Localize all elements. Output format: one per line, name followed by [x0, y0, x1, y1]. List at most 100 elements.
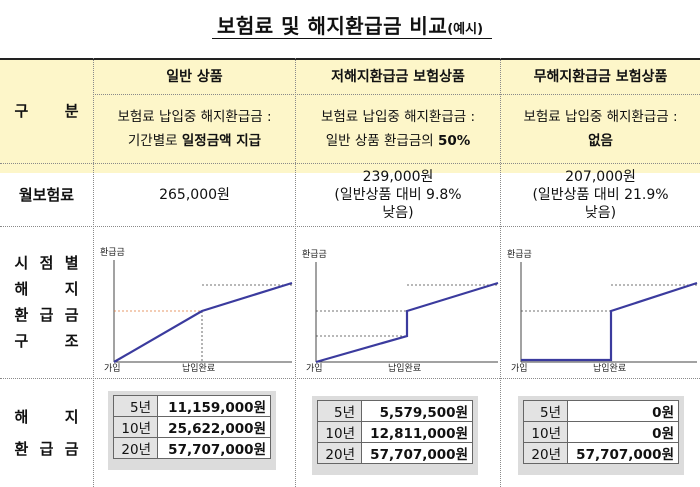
- label-char: 환: [14, 439, 29, 458]
- chart-y-label: 환급금: [302, 248, 327, 260]
- amount-cell: 5,579,500원: [361, 400, 473, 422]
- refund-table-no-refund: 5년 0원 10년 0원 20년 57,707,000원: [523, 400, 679, 464]
- amount-cell: 11,159,000원: [157, 395, 271, 417]
- period-cell: 20년: [523, 442, 568, 464]
- divider: [295, 58, 296, 487]
- table-row: 20년 57,707,000원: [113, 437, 271, 459]
- label-char: 급: [39, 306, 54, 324]
- premium-low-refund: 239,000원 (일반상품 대비 9.8% 낮음): [296, 163, 500, 226]
- desc-bold: 일정금액 지급: [181, 132, 262, 149]
- amount-cell: 12,811,000원: [361, 421, 473, 443]
- premium-line: 낮음): [382, 204, 414, 221]
- premium-line: 265,000원: [159, 186, 230, 203]
- premium-general: 265,000원: [94, 163, 295, 226]
- header-no-refund: 무해지환급금 보험상품: [533, 69, 668, 85]
- refund-table-low-refund: 5년 5,579,500원 10년 12,811,000원 20년 57,707,00…: [317, 400, 473, 464]
- chart-general-svg: 환급금 가입 납입완료: [100, 246, 293, 374]
- desc-line: 보험료 납입중 해지환급금 :: [523, 108, 678, 125]
- desc-no-refund: 보험료 납입중 해지환급금 : 없음: [501, 94, 700, 163]
- label-char: 금: [64, 439, 79, 458]
- desc-line: 보험료 납입중 해지환급금 :: [117, 108, 272, 125]
- label-char: 구: [14, 102, 29, 120]
- amount-cell: 0원: [567, 400, 679, 422]
- chart-x-end: 납입완료: [593, 362, 626, 374]
- divider: [0, 163, 700, 164]
- label-char: 조: [64, 332, 79, 350]
- label-char: 별: [64, 254, 79, 272]
- table-row: 5년 5,579,500원: [317, 400, 473, 422]
- table-row: 10년 0원: [523, 421, 679, 443]
- divider: [93, 94, 700, 95]
- premium-no-refund: 207,000원 (일반상품 대비 21.9% 낮음): [501, 163, 700, 226]
- period-cell: 20년: [317, 442, 362, 464]
- refund-curve: [521, 281, 698, 362]
- period-cell: 10년: [523, 421, 568, 443]
- period-cell: 10년: [317, 421, 362, 443]
- title-sub: (예시): [447, 22, 484, 37]
- desc-bold: 없음: [588, 132, 613, 149]
- divider: [93, 58, 94, 487]
- divider: [500, 58, 501, 487]
- amount-cell: 0원: [567, 421, 679, 443]
- refund-curve: [315, 281, 499, 364]
- document-title: 보험료 및 해지환급금 비교(예시): [0, 10, 700, 39]
- chart-x-end: 납입완료: [388, 362, 421, 374]
- desc-general: 보험료 납입중 해지환급금 : 기간별로 일정금액 지급: [94, 94, 295, 163]
- premium-line: 207,000원: [565, 168, 636, 185]
- chart-low-refund-svg: 환급금 가입 납입완료: [302, 248, 499, 374]
- chart-x-start: 가입: [306, 362, 323, 374]
- chart-no-refund: 환급금 가입 납입완료: [507, 236, 700, 375]
- desc-plain: 기간별로: [127, 132, 182, 149]
- label-char: 환: [14, 306, 29, 324]
- chart-general: 환급금 가입 납입완료: [100, 236, 295, 375]
- amount-cell: 57,707,000원: [361, 442, 473, 464]
- chart-x-start: 가입: [104, 362, 121, 374]
- desc-plain: 일반 상품 환급금의: [325, 132, 438, 149]
- title-main: 보험료 및 해지환급금 비교: [216, 14, 448, 38]
- table-row: 10년 25,622,000원: [113, 416, 271, 438]
- chart-x-start: 가입: [511, 362, 528, 374]
- divider: [0, 378, 700, 379]
- header-general: 일반 상품: [166, 69, 223, 85]
- table-row: 5년 11,159,000원: [113, 395, 271, 417]
- label-char: 해: [14, 280, 29, 298]
- table-row: 20년 57,707,000원: [523, 442, 679, 464]
- header-low-refund: 저해지환급금 보험상품: [331, 69, 465, 85]
- label-char: 지: [64, 407, 79, 426]
- table-row: 5년 0원: [523, 400, 679, 422]
- period-cell: 20년: [113, 437, 158, 459]
- refund-curve: [113, 281, 293, 363]
- label-char: 급: [39, 439, 54, 458]
- label-char: 점: [39, 254, 54, 272]
- label-char: 구: [14, 332, 29, 350]
- label-char: 지: [64, 280, 79, 298]
- table-row: 20년 57,707,000원: [317, 442, 473, 464]
- desc-line: 보험료 납입중 해지환급금 :: [320, 108, 476, 125]
- label-char: 분: [64, 102, 79, 120]
- title-underline: [212, 38, 492, 39]
- label-char: 금: [64, 306, 79, 324]
- premium-line: (일반상품 대비 9.8%: [334, 186, 462, 203]
- premium-line: 낮음): [584, 204, 617, 221]
- label-char: 시: [14, 254, 29, 272]
- premium-line: 239,000원: [362, 168, 434, 185]
- label-char: 해: [14, 407, 29, 426]
- period-cell: 5년: [317, 400, 362, 422]
- chart-y-label: 환급금: [100, 246, 125, 258]
- period-cell: 5년: [113, 395, 158, 417]
- chart-x-end: 납입완료: [182, 362, 215, 374]
- refund-table-general: 5년 11,159,000원 10년 25,622,000원 20년 57,707,0…: [113, 395, 271, 459]
- amount-cell: 57,707,000원: [567, 442, 679, 464]
- amount-cell: 57,707,000원: [157, 437, 271, 459]
- desc-bold: 50%: [437, 132, 471, 149]
- premium-line: (일반상품 대비 21.9%: [532, 186, 669, 203]
- table-top-border: [0, 58, 700, 60]
- divider: [0, 226, 700, 227]
- header-background: [0, 58, 700, 173]
- amount-cell: 25,622,000원: [157, 416, 271, 438]
- table-row: 10년 12,811,000원: [317, 421, 473, 443]
